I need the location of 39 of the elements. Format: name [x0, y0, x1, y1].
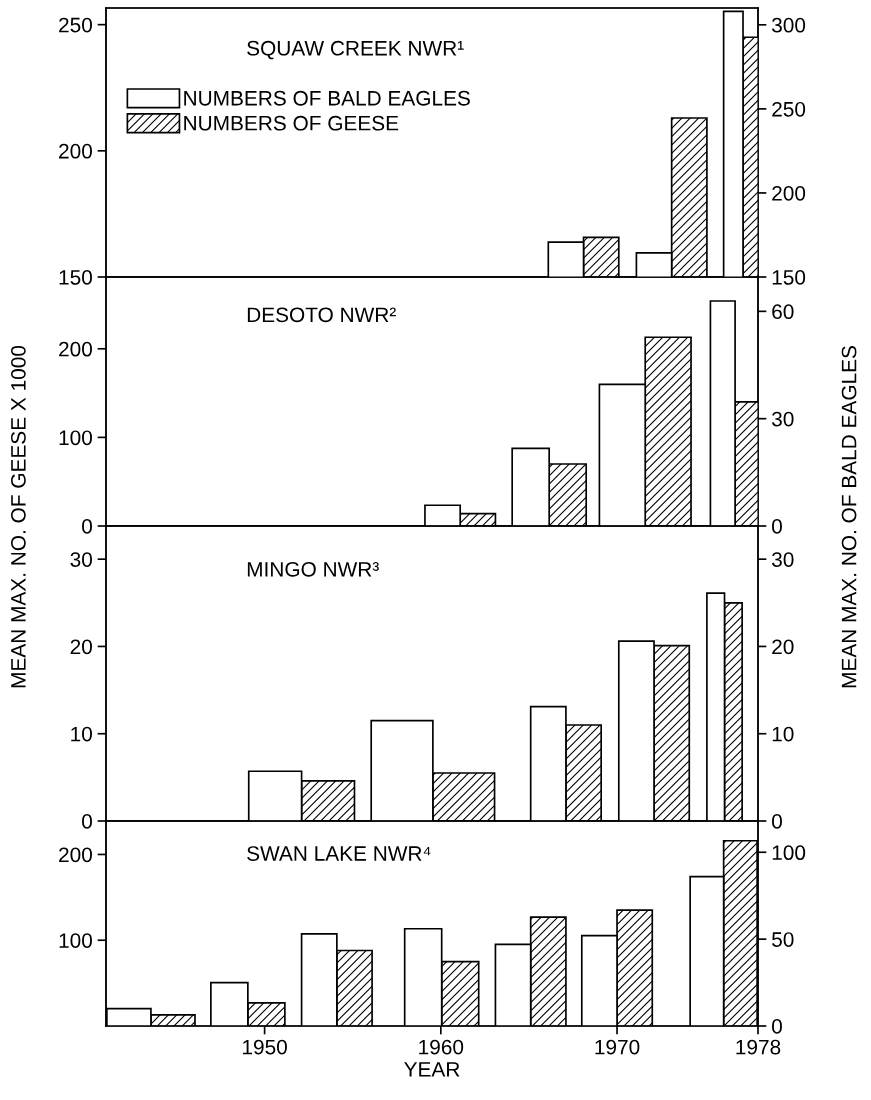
- text: DESOTO NWR²: [247, 307, 396, 323]
- y2-tick-label: 100: [772, 845, 806, 861]
- legend-label: NUMBERS OF GEESE: [184, 115, 399, 131]
- x-tick-label: 1960: [419, 1039, 464, 1055]
- y-tick-label: 30: [70, 552, 92, 567]
- y-tick-label: 250: [59, 17, 92, 33]
- y-tick-label: 200: [59, 341, 92, 357]
- y2-tick-label: 30: [771, 552, 794, 567]
- y-tick-label: 20: [70, 639, 92, 655]
- x-axis-title: YEAR: [404, 1062, 460, 1077]
- y-tick-label: 100: [59, 933, 92, 948]
- y2-axis-title: MEAN MAX. NO. OF BALD EAGLES: [841, 346, 857, 688]
- y2-tick-label: 60: [772, 304, 794, 320]
- text: SWAN LAKE NWR⁴: [247, 846, 431, 861]
- y2-tick-label: 0: [772, 814, 782, 829]
- y-tick-label: 200: [59, 847, 92, 863]
- y-tick-label: 200: [59, 143, 92, 159]
- y-tick-label: 10: [71, 726, 92, 742]
- y-axis-title: MEAN MAX. NO. OF GEESE X 1000: [11, 345, 26, 688]
- y-tick-label: 0: [82, 814, 92, 829]
- y2-tick-label: 300: [771, 17, 806, 33]
- x-tick-label: 1950: [243, 1039, 287, 1055]
- y2-tick-label: 10: [772, 726, 794, 742]
- y2-tick-label: 0: [772, 1019, 782, 1034]
- y2-tick-label: 0: [772, 519, 782, 534]
- y2-tick-label: 150: [772, 270, 806, 285]
- y-tick-label: 0: [82, 519, 92, 534]
- y-tick-label: 150: [59, 270, 92, 285]
- x-tick-label: 1978: [736, 1039, 781, 1055]
- text: SQUAW CREEK NWR¹: [247, 40, 464, 60]
- x-tick-label: 1970: [595, 1039, 640, 1055]
- y2-tick-label: 250: [772, 101, 806, 117]
- y2-tick-label: 30: [771, 411, 794, 427]
- legend-label: NUMBERS OF BALD EAGLES: [184, 90, 470, 106]
- y2-tick-label: 200: [772, 185, 806, 201]
- y2-tick-label: 20: [772, 639, 794, 655]
- text: MINGO NWR³: [247, 561, 379, 577]
- y2-tick-label: 50: [772, 932, 794, 947]
- y-tick-label: 100: [59, 430, 92, 446]
